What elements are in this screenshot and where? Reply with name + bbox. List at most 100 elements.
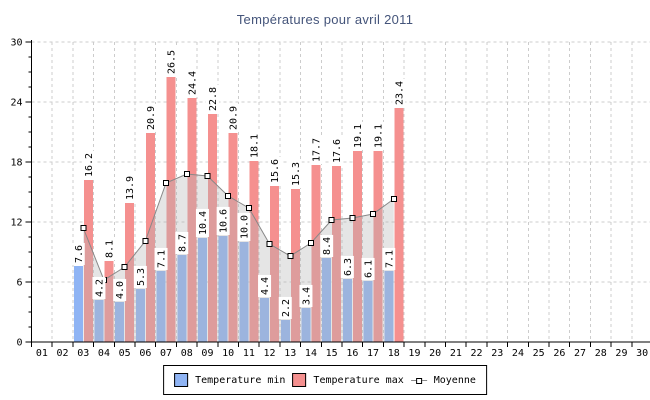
tick-label-x: 19	[408, 348, 420, 359]
value-label-min: 10.4	[195, 208, 209, 237]
value-label-min: 7.1	[382, 247, 396, 270]
legend-moyenne-marker-icon	[410, 377, 427, 384]
svg-text:7.1: 7.1	[157, 250, 168, 268]
moyenne-area	[83, 174, 394, 342]
bar-max	[270, 186, 280, 342]
tick-label-y: 24	[10, 98, 22, 109]
tick-label-x: 26	[553, 348, 565, 359]
value-label-min: 10.6	[216, 206, 230, 235]
svg-text:20.9: 20.9	[229, 106, 240, 130]
value-label-max: 20.9	[226, 103, 240, 132]
tick-label-x: 28	[595, 348, 607, 359]
bar-min	[342, 279, 352, 342]
tick-label-x: 30	[636, 348, 648, 359]
value-label-max: 24.4	[185, 68, 199, 97]
value-label-min: 7.6	[71, 242, 85, 265]
value-label-min: 8.4	[320, 234, 334, 257]
moyenne-marker	[245, 205, 252, 211]
bar-min	[177, 255, 187, 342]
moyenne-marker	[225, 193, 232, 199]
svg-text:15.6: 15.6	[270, 159, 281, 183]
bar-min	[239, 242, 249, 342]
tick-label-x: 15	[326, 348, 338, 359]
value-label-min: 8.7	[175, 231, 189, 254]
svg-text:19.1: 19.1	[353, 124, 364, 148]
tick-label-x: 09	[201, 348, 213, 359]
bar-max	[352, 151, 362, 342]
chart-title: Températures pour avril 2011	[236, 12, 414, 27]
value-label-min: 6.1	[361, 257, 375, 280]
value-label-min: 4.2	[92, 276, 106, 299]
tick-label-x: 18	[388, 348, 400, 359]
bar-max	[125, 203, 135, 342]
svg-text:10.6: 10.6	[219, 209, 230, 233]
bar-max	[166, 77, 176, 342]
tick-label-x: 21	[450, 348, 462, 359]
tick-label-x: 08	[181, 348, 193, 359]
tick-label-x: 20	[429, 348, 441, 359]
tick-label-x: 07	[160, 348, 172, 359]
value-label-min: 4.4	[258, 274, 272, 297]
tick-label-x: 24	[512, 348, 524, 359]
value-label-max: 20.9	[143, 103, 157, 132]
tick-label-y: 0	[16, 338, 22, 349]
value-label-min: 7.1	[154, 247, 168, 270]
moyenne-marker	[349, 215, 356, 221]
bar-max	[207, 114, 217, 342]
svg-text:23.4: 23.4	[394, 81, 405, 105]
value-label-max: 17.6	[330, 136, 344, 165]
svg-text:8.4: 8.4	[322, 237, 333, 255]
bar-min	[197, 238, 207, 342]
tick-label-y: 18	[10, 158, 22, 169]
tick-label-x: 10	[222, 348, 234, 359]
tick-label-x: 04	[98, 348, 110, 359]
bar-max	[290, 189, 300, 342]
moyenne-marker	[328, 217, 335, 223]
tick-label-x: 16	[346, 348, 358, 359]
svg-text:4.0: 4.0	[115, 281, 126, 299]
svg-text:3.4: 3.4	[301, 287, 312, 305]
moyenne-marker	[390, 196, 397, 202]
svg-text:8.7: 8.7	[177, 234, 188, 252]
tick-label-x: 11	[243, 348, 255, 359]
bar-min	[322, 258, 332, 342]
bar-min	[156, 271, 166, 342]
value-label-max: 19.1	[371, 121, 385, 150]
moyenne-marker	[163, 180, 170, 186]
bar-min	[280, 320, 290, 342]
bar-min	[115, 302, 125, 342]
svg-text:6.3: 6.3	[343, 258, 354, 276]
tick-label-x: 22	[471, 348, 483, 359]
tick-label-y: 6	[16, 278, 22, 289]
value-label-min: 3.4	[299, 284, 313, 307]
bar-max	[332, 166, 342, 342]
value-label-min: 4.0	[113, 278, 127, 301]
moyenne-marker	[370, 211, 377, 217]
legend-label-max: Temperature max	[313, 374, 404, 386]
legend-min-swatch-icon	[174, 373, 189, 387]
bar-min	[301, 308, 311, 342]
svg-text:20.9: 20.9	[146, 106, 157, 130]
svg-text:13.9: 13.9	[125, 176, 136, 200]
tick-label-x: 05	[119, 348, 131, 359]
bar-min	[218, 236, 228, 342]
svg-text:4.2: 4.2	[94, 279, 105, 297]
moyenne-marker	[204, 173, 211, 179]
moyenne-marker	[142, 238, 149, 244]
tick-label-y: 12	[10, 218, 22, 229]
bar-min	[363, 281, 373, 342]
svg-text:26.5: 26.5	[167, 50, 178, 74]
bar-max	[394, 108, 404, 342]
value-label-max: 26.5	[164, 47, 178, 76]
legend: Temperature min Temperature max Moyenne	[163, 365, 487, 395]
svg-text:17.7: 17.7	[311, 138, 322, 162]
value-label-max: 15.3	[288, 159, 302, 188]
legend-label-min: Temperature min	[195, 374, 286, 386]
value-label-max: 22.8	[205, 84, 219, 113]
value-label-min: 2.2	[278, 296, 292, 319]
svg-text:10.0: 10.0	[239, 215, 250, 239]
svg-text:7.6: 7.6	[74, 245, 85, 263]
tick-label-x: 01	[36, 348, 48, 359]
